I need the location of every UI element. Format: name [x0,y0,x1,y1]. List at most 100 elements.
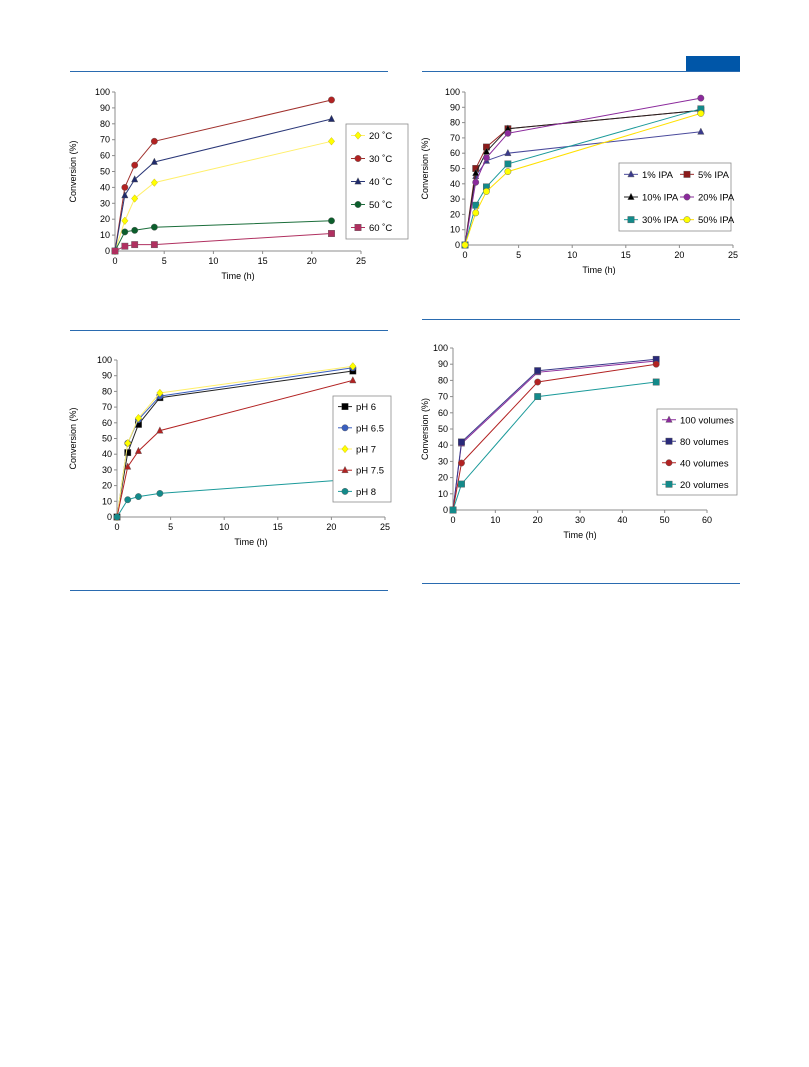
y-axis-title: Conversion (%) [420,398,430,460]
y-tick-label: 100 [95,87,110,97]
series-line [452,363,657,511]
y-tick-label: 20 [438,473,448,483]
header-rule-right [422,71,740,72]
legend-label: 1% IPA [642,170,674,181]
legend-marker [627,192,635,200]
y-tick-label: 60 [102,418,112,428]
data-point [697,127,705,135]
x-tick-label: 15 [621,250,631,260]
x-tick-label: 25 [356,256,366,266]
legend-marker [354,155,362,162]
series-30-c [111,96,335,255]
data-point [697,94,705,102]
series-20-volumes [449,378,660,514]
y-tick-label: 50 [102,434,112,444]
legend-marker [683,170,691,178]
legend-item: pH 7.5 [338,466,384,477]
series-40-volumes [449,360,660,514]
legend-label: 30% IPA [642,215,679,226]
legend-label: 20 volumes [680,480,729,491]
data-point [504,129,512,137]
legend-label: 40 volumes [680,458,729,469]
y-tick-label: 90 [100,103,110,113]
y-tick-label: 30 [102,465,112,475]
legend: 100 volumes 80 volumes 40 volumes 20 volume… [656,408,738,496]
legend-item: 100 volumes [662,415,734,426]
y-tick-label: 0 [107,512,112,522]
data-point [504,148,512,157]
y-tick-label: 60 [100,151,110,161]
section-rule-right-1 [422,319,740,320]
y-tick-label: 50 [450,164,460,174]
series-ph-8 [113,475,357,521]
y-tick-label: 40 [102,449,112,459]
y-tick-label: 70 [102,402,112,412]
data-point [458,459,465,467]
x-tick-label: 5 [162,256,167,266]
series-ph-7-5 [113,376,357,520]
series-40-c [111,114,336,254]
y-tick-label: 50 [100,167,110,177]
y-axis-title: Conversion (%) [420,137,430,199]
data-point [449,506,457,514]
data-point [156,388,164,398]
y-tick-label: 80 [100,119,110,129]
x-tick-label: 10 [219,522,229,532]
data-point [131,241,139,249]
y-tick-label: 90 [438,359,448,369]
y-tick-label: 40 [438,440,448,450]
x-axis-title: Time (h) [563,530,596,540]
legend-marker [341,424,349,432]
data-point [131,226,139,234]
x-tick-label: 40 [617,515,627,525]
data-point [150,223,158,231]
y-tick-label: 0 [443,505,448,515]
legend-marker [354,201,362,208]
x-tick-label: 15 [258,256,268,266]
legend-label: 40 ˚C [369,177,392,188]
y-tick-label: 20 [102,481,112,491]
data-point [121,191,129,199]
legend-item: 1% IPA [624,170,674,181]
legend-label: 50 ˚C [369,200,392,211]
data-point [327,114,336,122]
x-tick-label: 0 [114,522,119,532]
x-tick-label: 25 [380,522,390,532]
x-tick-label: 5 [168,522,173,532]
x-tick-label: 10 [490,515,500,525]
legend-marker [341,465,349,474]
y-tick-label: 0 [105,246,110,256]
data-point [328,137,335,146]
data-point [111,247,119,255]
series-ph-6 [113,367,357,521]
data-point [150,137,158,145]
legend-marker [683,193,691,201]
legend-label: pH 6 [356,402,376,413]
legend-item: 40 ˚C [351,177,392,188]
x-tick-label: 30 [575,515,585,525]
data-point [150,178,158,187]
data-point [135,493,142,500]
legend-marker [665,459,673,467]
section-rule-left-2 [70,590,388,591]
axes: 0 10 20 30 40 50 60 70 80 90 100 0 5 10 15 20 25 [95,87,366,266]
data-point [150,157,158,165]
legend-label: 20% IPA [698,193,735,204]
series-line [116,370,353,518]
legend-label: 5% IPA [698,170,730,181]
header-tab-block [686,56,740,71]
data-point [124,496,132,504]
x-tick-label: 0 [450,515,455,525]
legend-label: 100 volumes [680,415,734,426]
y-tick-label: 20 [100,214,110,224]
legend-item: 50% IPA [680,215,735,226]
data-point [134,413,142,423]
legend-marker [683,216,691,224]
y-tick-label: 40 [100,182,110,192]
axes: 0 10 20 30 40 50 60 70 80 90 100 0 5 10 15 20 25 [445,87,738,260]
legend-item: 40 volumes [662,458,729,469]
legend-item: 50 ˚C [351,200,392,211]
x-axis-title: Time (h) [582,265,615,275]
legend-marker [665,415,673,423]
legend-item: 30 ˚C [351,154,392,165]
